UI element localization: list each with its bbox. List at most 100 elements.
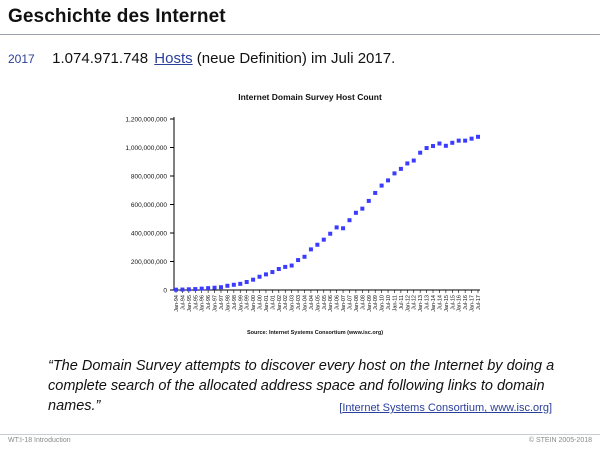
x-tick-label: Jan-02 (277, 295, 283, 312)
x-tick-label: Jan-99 (238, 295, 244, 312)
x-tick-label: Jan-13 (418, 295, 424, 312)
data-point (392, 171, 397, 176)
data-point (270, 270, 275, 275)
data-point (193, 287, 198, 292)
x-tick-label: Jul-99 (245, 295, 251, 310)
data-points (174, 134, 480, 292)
data-point (341, 226, 346, 231)
x-tick-label: Jul-01 (270, 295, 276, 310)
data-point (476, 134, 480, 139)
footer-right: © STEIN 2005-2018 (528, 437, 592, 444)
x-tick-label: Jan-08 (354, 295, 360, 312)
data-point (353, 210, 358, 215)
hosts-link[interactable]: Hosts (154, 50, 193, 67)
y-tick-label: 0 (163, 288, 167, 295)
x-tick-label: Jan-97 (213, 295, 219, 312)
x-tick-label: Jan-98 (225, 295, 231, 312)
data-point (456, 138, 461, 143)
data-point (379, 183, 384, 188)
chart-title: Internet Domain Survey Host Count (238, 92, 382, 102)
data-point (225, 283, 230, 288)
data-point (328, 231, 333, 236)
data-point (283, 264, 288, 269)
citation-link[interactable]: Internet Systems Consortium, www.isc.org (342, 402, 549, 414)
data-point (463, 138, 468, 143)
x-tick-label: Jan-94 (174, 295, 180, 312)
x-tick-label: Jul-00 (258, 295, 264, 310)
x-tick-label: Jan-09 (367, 295, 373, 312)
y-tick-label: 200,000,000 (131, 259, 168, 266)
data-point (366, 198, 371, 203)
data-point (315, 242, 320, 247)
x-tick-label: Jul-12 (412, 295, 418, 310)
x-tick-label: Jan-00 (251, 295, 257, 312)
y-axis: 0 200,000,000 400,000,000 600,000,000 800,00… (125, 117, 175, 295)
x-tick-label: Jan-12 (405, 295, 411, 312)
quote-text: “The Domain Survey attempts to discover … (48, 358, 555, 414)
x-tick-label: Jul-94 (180, 295, 186, 310)
data-point (238, 281, 243, 286)
x-tick-label: Jul-11 (399, 295, 405, 310)
x-tick-label: Jan-01 (264, 295, 270, 312)
x-tick-label: Jan-16 (457, 295, 463, 312)
x-tick-label: Jul-04 (309, 295, 315, 310)
data-point (174, 287, 178, 292)
data-point (431, 144, 436, 149)
data-point (386, 178, 391, 183)
fact-rest: (neue Definition) im Juli 2017. (196, 50, 396, 67)
data-point (437, 141, 442, 146)
citation-close: ] (548, 402, 552, 414)
data-point (206, 286, 211, 291)
x-tick-label: Jul-16 (463, 295, 469, 310)
x-tick-label: Jan-10 (380, 295, 386, 312)
y-tick-label: 1,200,000,000 (125, 117, 167, 124)
data-point (276, 267, 281, 272)
data-point (405, 161, 410, 166)
x-tick-label: Jul-06 (335, 295, 341, 310)
citation: [Internet Systems Consortium, www.isc.or… (339, 402, 552, 414)
footer-divider (0, 434, 600, 435)
footer-left: WT:I-18 Introduction (8, 437, 71, 444)
x-tick-label: Jul-15 (450, 295, 456, 310)
x-tick-label: Jul-95 (193, 295, 199, 310)
x-tick-label: Jan-14 (431, 295, 437, 312)
data-point (289, 263, 294, 268)
data-point (199, 286, 204, 291)
data-point (302, 254, 307, 259)
x-tick-label: Jul-07 (347, 295, 353, 310)
fact-line: 2017 1.074.971.748 Hosts (neue Definitio… (8, 50, 395, 67)
data-point (347, 218, 352, 223)
data-point (218, 285, 223, 290)
data-point (244, 279, 249, 284)
data-point (231, 282, 236, 287)
x-tick-label: Jan-04 (303, 295, 309, 312)
data-point (424, 146, 429, 151)
data-point (418, 150, 423, 155)
data-point (360, 206, 365, 211)
x-tick-label: Jan-07 (341, 295, 347, 312)
x-tick-label: Jul-96 (206, 295, 212, 310)
x-tick-label: Jul-03 (296, 295, 302, 310)
citation-open: [ (339, 402, 343, 414)
data-point (450, 140, 455, 145)
x-tick-label: Jan-05 (315, 295, 321, 312)
data-point (308, 247, 313, 252)
y-tick-label: 800,000,000 (131, 174, 168, 181)
data-point (373, 190, 378, 195)
y-tick-label: 1,000,000,000 (125, 145, 167, 152)
data-point (251, 277, 256, 282)
data-point (180, 287, 185, 292)
x-tick-label: Jul-14 (437, 295, 443, 310)
host-count: 1.074.971.748 (52, 50, 149, 67)
x-tick-label: Jul-10 (386, 295, 392, 310)
x-tick-label: Jan-03 (290, 295, 296, 312)
x-tick-label: Jul-05 (322, 295, 328, 310)
data-point (469, 136, 474, 141)
data-point (443, 143, 448, 148)
x-tick-label: Jul-09 (373, 295, 379, 310)
x-tick-label: Jan-06 (328, 295, 334, 312)
x-tick-label: Jul-13 (425, 295, 431, 310)
x-tick-label: Jan-96 (200, 295, 206, 312)
x-tick-label: Jul-98 (232, 295, 238, 310)
y-tick-label: 400,000,000 (131, 231, 168, 238)
